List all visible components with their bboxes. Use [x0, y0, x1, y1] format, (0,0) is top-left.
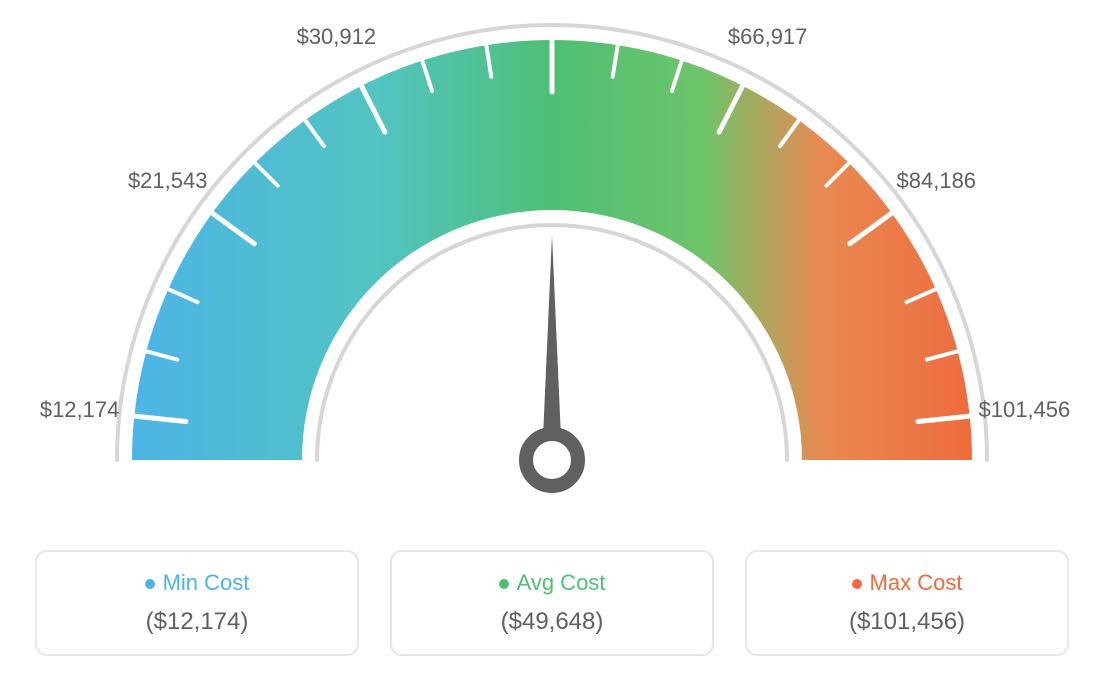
legend-min-value: ($12,174): [37, 608, 357, 636]
legend-avg: Avg Cost ($49,648): [390, 550, 714, 656]
legend-row: Min Cost ($12,174) Avg Cost ($49,648) Ma…: [0, 530, 1104, 656]
gauge-tick-label: $30,912: [297, 24, 377, 50]
bullet-icon: [499, 579, 509, 589]
legend-min-label: Min Cost: [37, 570, 357, 596]
gauge-tick-label: $66,917: [728, 24, 808, 50]
bullet-icon: [852, 579, 862, 589]
legend-avg-value: ($49,648): [392, 608, 712, 636]
legend-avg-text: Avg Cost: [517, 570, 606, 595]
legend-avg-label: Avg Cost: [392, 570, 712, 596]
gauge-chart: $12,174$21,543$30,912$49,648$66,917$84,1…: [0, 0, 1104, 530]
bullet-icon: [145, 579, 155, 589]
legend-max-value: ($101,456): [747, 608, 1067, 636]
gauge-tick-label: $101,456: [979, 397, 1071, 423]
legend-min: Min Cost ($12,174): [35, 550, 359, 656]
legend-max-label: Max Cost: [747, 570, 1067, 596]
gauge-tick-label: $12,174: [40, 397, 120, 423]
legend-max-text: Max Cost: [870, 570, 963, 595]
legend-max: Max Cost ($101,456): [745, 550, 1069, 656]
gauge-tick-label: $84,186: [897, 168, 977, 194]
gauge-tick-label: $21,543: [128, 168, 208, 194]
legend-min-text: Min Cost: [163, 570, 250, 595]
